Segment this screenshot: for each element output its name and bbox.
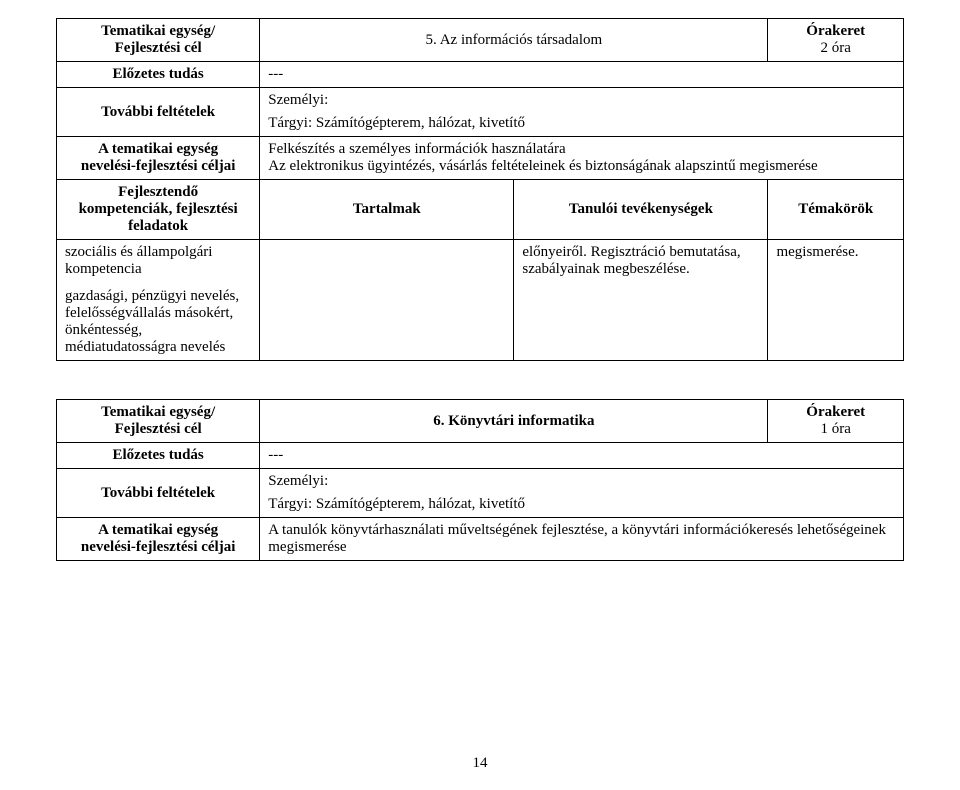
t2-prior-label: Előzetes tudás bbox=[57, 443, 260, 469]
t2-hours: Órakeret 1 óra bbox=[768, 400, 904, 443]
gap bbox=[65, 278, 251, 288]
text: A tematikai egység bbox=[98, 141, 218, 157]
t1-goals-value: Felkészítés a személyes információk hasz… bbox=[260, 137, 904, 180]
t1-unit-title: 5. Az információs társadalom bbox=[260, 19, 768, 62]
t1-content-value bbox=[260, 240, 514, 361]
text: gazdasági, pénzügyi nevelés, felelősségv… bbox=[65, 288, 251, 356]
t1-content-header: Tartalmak bbox=[260, 180, 514, 240]
t1-activities-value: előnyeiről. Regisztráció bemutatása, sza… bbox=[514, 240, 768, 361]
t1-conditions-label: További feltételek bbox=[57, 88, 260, 137]
t2-prior-value: --- bbox=[260, 443, 904, 469]
text: Tematikai egység/ bbox=[101, 23, 215, 39]
text: Tárgyi: Számítógépterem, hálózat, kivetí… bbox=[268, 115, 895, 132]
t1-topics-value: megismerése. bbox=[768, 240, 904, 361]
text: nevelési-fejlesztési céljai bbox=[81, 539, 236, 555]
text: Fejlesztési cél bbox=[115, 40, 202, 56]
text: Személyi: bbox=[268, 473, 895, 490]
text: feladatok bbox=[128, 218, 188, 234]
text: Az elektronikus ügyintézés, vásárlás fel… bbox=[268, 158, 895, 175]
text: Órakeret bbox=[806, 404, 865, 420]
t2-conditions-value: Személyi: Tárgyi: Számítógépterem, hálóz… bbox=[260, 469, 904, 518]
t1-activities-header: Tanulói tevékenységek bbox=[514, 180, 768, 240]
text: Tárgyi: Számítógépterem, hálózat, kivetí… bbox=[268, 496, 895, 513]
text: Órakeret bbox=[806, 23, 865, 39]
t1-goals-label: A tematikai egység nevelési-fejlesztési … bbox=[57, 137, 260, 180]
curriculum-table-2: Tematikai egység/ Fejlesztési cél 6. Kön… bbox=[56, 399, 904, 561]
t2-goals-label: A tematikai egység nevelési-fejlesztési … bbox=[57, 518, 260, 561]
t2-goals-value: A tanulók könyvtárhasználati műveltségén… bbox=[260, 518, 904, 561]
t1-conditions-value: Személyi: Tárgyi: Számítógépterem, hálóz… bbox=[260, 88, 904, 137]
t1-unit-label: Tematikai egység/ Fejlesztési cél bbox=[57, 19, 260, 62]
curriculum-table-1: Tematikai egység/ Fejlesztési cél 5. Az … bbox=[56, 18, 904, 361]
text: Felkészítés a személyes információk hasz… bbox=[268, 141, 895, 158]
text: Személyi: bbox=[268, 92, 895, 109]
t1-competencies-label: Fejlesztendő kompetenciák, fejlesztési f… bbox=[57, 180, 260, 240]
t1-competencies-value: szociális és állampolgári kompetencia ga… bbox=[57, 240, 260, 361]
t2-unit-title: 6. Könyvtári informatika bbox=[260, 400, 768, 443]
text: 1 óra bbox=[821, 421, 851, 437]
t1-topics-header: Témakörök bbox=[768, 180, 904, 240]
text: Fejlesztési cél bbox=[115, 421, 202, 437]
text: Tematikai egység/ bbox=[101, 404, 215, 420]
t1-hours: Órakeret 2 óra bbox=[768, 19, 904, 62]
page-number: 14 bbox=[0, 755, 960, 772]
table-spacer bbox=[56, 361, 904, 399]
text: kompetenciák, fejlesztési bbox=[79, 201, 238, 217]
text: nevelési-fejlesztési céljai bbox=[81, 158, 236, 174]
text: A tematikai egység bbox=[98, 522, 218, 538]
t2-unit-label: Tematikai egység/ Fejlesztési cél bbox=[57, 400, 260, 443]
t1-prior-label: Előzetes tudás bbox=[57, 62, 260, 88]
t1-prior-value: --- bbox=[260, 62, 904, 88]
text: Fejlesztendő bbox=[118, 184, 198, 200]
text: szociális és állampolgári kompetencia bbox=[65, 244, 251, 278]
t2-conditions-label: További feltételek bbox=[57, 469, 260, 518]
text: 2 óra bbox=[821, 40, 851, 56]
